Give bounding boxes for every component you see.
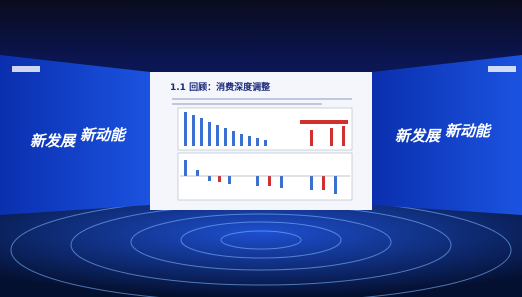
bar: [334, 176, 337, 194]
bar: [256, 138, 259, 146]
bar: [224, 128, 227, 146]
bar: [216, 125, 219, 146]
bar: [208, 122, 211, 146]
bar: [264, 140, 267, 146]
left-slogan-2: 新动能: [80, 126, 127, 144]
bar: [248, 136, 251, 146]
bar: [200, 118, 203, 146]
bar: [208, 176, 211, 181]
chart-panel: [178, 153, 352, 200]
slide-title: 1.1 回顾：消费深度调整: [170, 81, 270, 93]
stage-photo: 新发展 新动能 新发展 新动能 1.1 回顾：消费深度调整: [0, 0, 522, 297]
text-line: [172, 103, 322, 105]
page: 新发展 新动能 新发展 新动能 1.1 回顾：消费深度调整: [0, 0, 522, 297]
floor: [0, 205, 522, 297]
text-line: [172, 98, 352, 100]
left-slogan-1: 新发展: [30, 132, 77, 150]
bar: [268, 176, 271, 186]
bar: [310, 130, 313, 146]
bar: [184, 112, 187, 146]
bar: [184, 160, 187, 176]
left-screen: [0, 55, 150, 215]
bar: [342, 126, 345, 146]
bar: [196, 170, 199, 176]
right-slogan-1: 新发展: [395, 127, 442, 145]
bar: [310, 176, 313, 190]
bar: [280, 176, 283, 188]
right-slogan-2: 新动能: [445, 122, 492, 140]
bar: [192, 115, 195, 146]
right-logo: [488, 66, 516, 72]
highlight-box: [300, 120, 348, 124]
bar: [228, 176, 231, 184]
bar: [240, 134, 243, 146]
bar: [232, 131, 235, 146]
bar: [256, 176, 259, 186]
bar: [218, 176, 221, 182]
left-logo: [12, 66, 40, 72]
bar: [330, 128, 333, 146]
bar: [322, 176, 325, 190]
